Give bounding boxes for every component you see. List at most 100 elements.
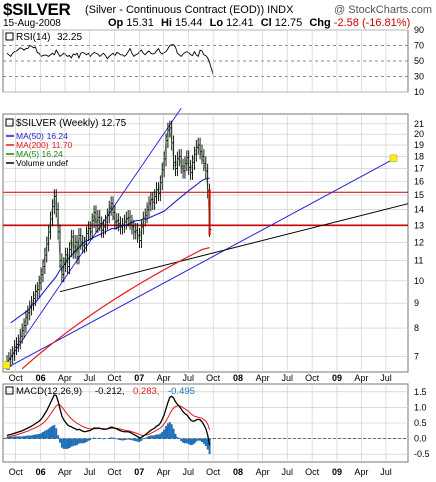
macd-tick-label-0: 1.5 [414,387,427,397]
price-x-tick-1: 06 [36,373,46,383]
price-legend-box [5,118,14,127]
price-x-tick-12: Oct [305,373,320,383]
macd-hist-bar-58 [115,438,118,440]
macd-hist-bar-69 [136,438,139,442]
macd-hist-bar-38 [77,438,80,444]
macd-hist-bar-86 [168,422,171,439]
macd-hist-bar-96 [187,438,190,445]
macd-hist-bar-85 [166,423,169,439]
macd-hist-bar-2 [9,436,12,439]
macd-x-tick-11: Jul [281,467,293,477]
macd-hist-bar-18 [40,433,43,439]
price-tick-label-3: 18 [414,151,424,161]
macd-hist-bar-19 [41,432,44,439]
rsi-tick-label-0: 90 [414,25,424,35]
macd-hist-bar-54 [108,437,111,439]
price-tick-label-9: 12 [414,237,424,247]
macd-x-tick-1: 06 [36,467,46,477]
macd-hist-bar-51 [102,438,105,440]
price-title: $SILVER (Weekly) 12.75 [16,118,127,129]
macd-hist-bar-90 [176,437,179,439]
macd-x-tick-6: Apr [157,467,171,477]
legend-name-2: MA(5) [16,149,39,159]
macd-x-tick-14: Apr [354,467,368,477]
macd-hist-bar-77 [151,435,154,439]
macd-hist-bar-62 [123,438,126,441]
open-label: Op [108,17,124,29]
price-x-tick-15: Jul [380,373,392,383]
macd-x-tick-9: 08 [233,467,243,477]
macd-hist-bar-103 [200,438,203,443]
macd-hist-bar-17 [38,433,41,439]
macd-hist-bar-29 [60,438,63,448]
macd-hist-bar-89 [174,433,177,439]
macd-hist-bar-72 [142,438,145,440]
macd-hist-bar-70 [138,438,141,443]
upper-channel-line [4,108,182,366]
stockcharts-watermark: @ StockCharts.com [334,4,432,16]
macd-hist-bar-66 [130,438,133,441]
macd-hist-bar-84 [165,426,168,439]
price-panel-frame [2,113,409,373]
macd-hist-bar-87 [170,424,173,439]
macd-hist-bar-102 [199,438,202,441]
legend-name-1: MA(200) [16,140,49,150]
macd-hist-bar-99 [193,438,196,444]
macd-hist-bar-41 [83,438,86,443]
price-tick-label-5: 16 [414,176,424,186]
macd-hist-bar-13 [30,435,33,439]
macd-hist-bar-37 [76,438,79,446]
macd-hist-bar-23 [49,427,52,439]
macd-hist-bar-48 [96,437,99,439]
macd-hist-bar-93 [182,438,185,443]
price-tick-label-7: 14 [414,205,424,215]
channel-end-marker [389,154,398,163]
macd-hist-bar-8 [21,436,24,439]
price-x-tick-2: Apr [58,373,72,383]
price-tick-label-0: 21 [414,119,424,129]
macd-hist-bar-78 [153,435,156,439]
price-x-tick-0: Oct [9,373,24,383]
macd-hist-bar-36 [74,438,77,446]
price-tick-label-8: 13 [414,220,424,230]
lower-channel-line [4,158,395,370]
macd-hist-bar-6 [17,436,20,439]
high-value: 15.44 [175,17,203,29]
macd-hist-bar-10 [24,435,27,439]
macd-hist-bar-46 [93,437,96,439]
price-x-tick-14: Apr [354,373,368,383]
macd-legend-signal: 0.283, [133,386,159,397]
macd-x-tick-13: 09 [332,467,342,477]
macd-hist-bar-27 [57,435,60,439]
price-tick-label-1: 20 [414,129,424,139]
macd-legend-label: MACD(12,26,9) [16,386,82,397]
ma200-line [21,247,210,370]
price-tick-label-10: 11 [414,256,423,266]
price-x-tick-8: Oct [206,373,221,383]
macd-hist-bar-22 [47,428,50,439]
rsi-tick-label-1: 70 [414,41,424,51]
rsi-legend-box [5,32,14,41]
macd-hist-bar-56 [112,437,115,439]
macd-legend-macd: -0.212, [95,386,125,397]
macd-hist-bar-4 [13,436,16,439]
macd-hist-bar-15 [34,434,37,439]
macd-hist-bar-74 [146,437,149,439]
macd-hist-bar-35 [72,438,75,447]
macd-hist-bar-11 [26,435,29,439]
macd-x-tick-2: Apr [58,467,72,477]
macd-x-tick-4: Oct [107,467,122,477]
macd-hist-bar-71 [140,438,143,441]
macd-x-tick-15: Jul [380,467,392,477]
macd-x-tick-8: Oct [206,467,221,477]
macd-hist-bar-82 [161,431,164,439]
macd-hist-bar-106 [206,438,209,450]
price-tick-label-13: 8 [414,323,419,333]
rsi-line [6,44,214,75]
price-x-tick-7: Jul [182,373,194,383]
macd-x-tick-3: Jul [84,467,96,477]
macd-hist-bar-0 [6,437,8,439]
macd-tick-label-3: 0.0 [414,434,427,444]
macd-hist-bar-20 [43,430,46,439]
change-value: -2.58 (-16.81%) [333,17,411,29]
